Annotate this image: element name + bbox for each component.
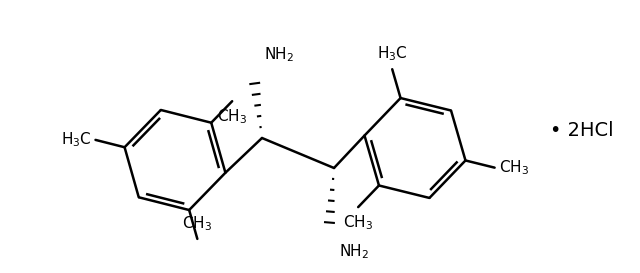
Text: CH$_3$: CH$_3$ xyxy=(182,214,212,233)
Text: • 2HCl: • 2HCl xyxy=(550,120,614,140)
Text: H$_3$C: H$_3$C xyxy=(61,130,92,149)
Text: CH$_3$: CH$_3$ xyxy=(499,158,529,177)
Text: CH$_3$: CH$_3$ xyxy=(343,213,373,232)
Text: H$_3$C: H$_3$C xyxy=(377,44,408,63)
Text: NH$_2$: NH$_2$ xyxy=(264,45,294,64)
Text: CH$_3$: CH$_3$ xyxy=(217,107,247,126)
Text: NH$_2$: NH$_2$ xyxy=(339,242,369,261)
